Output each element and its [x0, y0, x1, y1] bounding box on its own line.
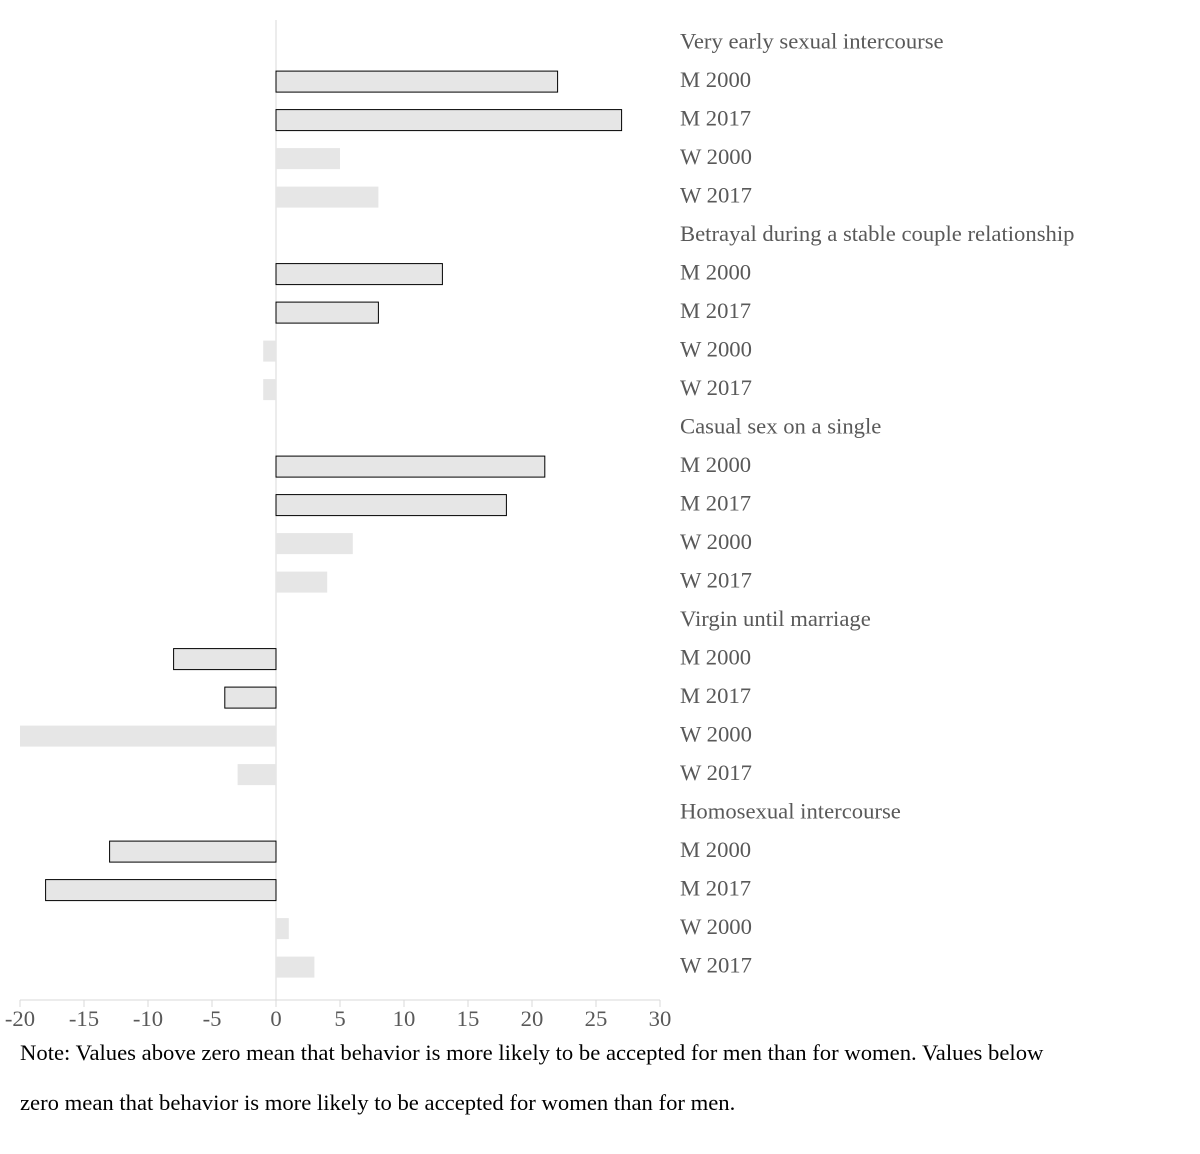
row-label: W 2017 [680, 760, 752, 785]
bar [46, 880, 276, 901]
x-tick-label: 15 [457, 1006, 480, 1031]
row-label: W 2000 [680, 914, 752, 939]
x-tick-label: 0 [270, 1006, 281, 1031]
bar [276, 264, 442, 285]
row-label: W 2017 [680, 567, 752, 592]
x-tick-label: 25 [585, 1006, 608, 1031]
bar [225, 687, 276, 708]
x-tick-label: -10 [133, 1006, 163, 1031]
bar [263, 379, 276, 400]
figure-note-line-2: zero mean that behavior is more likely t… [20, 1090, 735, 1116]
bar-chart: Very early sexual intercourse M 2000 M 201… [0, 0, 1200, 1154]
row-label: M 2000 [680, 259, 751, 284]
row-header-label: Very early sexual intercourse [680, 28, 944, 53]
figure-container: Very early sexual intercourse M 2000 M 201… [0, 0, 1200, 1154]
bar [276, 495, 506, 516]
row-label: W 2017 [680, 182, 752, 207]
x-tick-label: -15 [69, 1006, 99, 1031]
row-label: W 2000 [680, 529, 752, 554]
bar [276, 302, 378, 323]
x-tick-label: 30 [649, 1006, 672, 1031]
row-header-label: Betrayal during a stable couple relation… [680, 221, 1074, 246]
bar [238, 764, 276, 785]
x-tick-label: 20 [521, 1006, 544, 1031]
row-label: M 2000 [680, 67, 751, 92]
x-tick-label: 5 [334, 1006, 345, 1031]
row-label: W 2000 [680, 144, 752, 169]
bar [174, 649, 276, 670]
bar [276, 148, 340, 169]
bar [276, 572, 327, 593]
row-label: M 2000 [680, 452, 751, 477]
row-label: M 2017 [680, 105, 751, 130]
x-tick-label: -5 [203, 1006, 222, 1031]
row-label: M 2000 [680, 837, 751, 862]
bar [276, 110, 622, 131]
x-tick-label: -20 [5, 1006, 35, 1031]
bar [20, 726, 276, 747]
x-tick-label: 10 [393, 1006, 416, 1031]
row-label: W 2000 [680, 721, 752, 746]
bar [276, 71, 558, 92]
row-header-label: Homosexual intercourse [680, 798, 901, 823]
bar [110, 841, 276, 862]
bar [276, 187, 378, 208]
figure-note-line-1: Note: Values above zero mean that behavi… [20, 1040, 1043, 1066]
row-header-label: Casual sex on a single [680, 413, 881, 438]
row-label: M 2017 [680, 875, 751, 900]
row-label: W 2017 [680, 952, 752, 977]
row-label: W 2017 [680, 375, 752, 400]
bar [263, 341, 276, 362]
row-label: W 2000 [680, 336, 752, 361]
row-label: M 2017 [680, 683, 751, 708]
row-label: M 2017 [680, 490, 751, 515]
bar [276, 533, 353, 554]
bar [276, 918, 289, 939]
bar [276, 456, 545, 477]
row-label: M 2000 [680, 644, 751, 669]
row-label: M 2017 [680, 298, 751, 323]
bar [276, 957, 314, 978]
row-header-label: Virgin until marriage [680, 606, 871, 631]
